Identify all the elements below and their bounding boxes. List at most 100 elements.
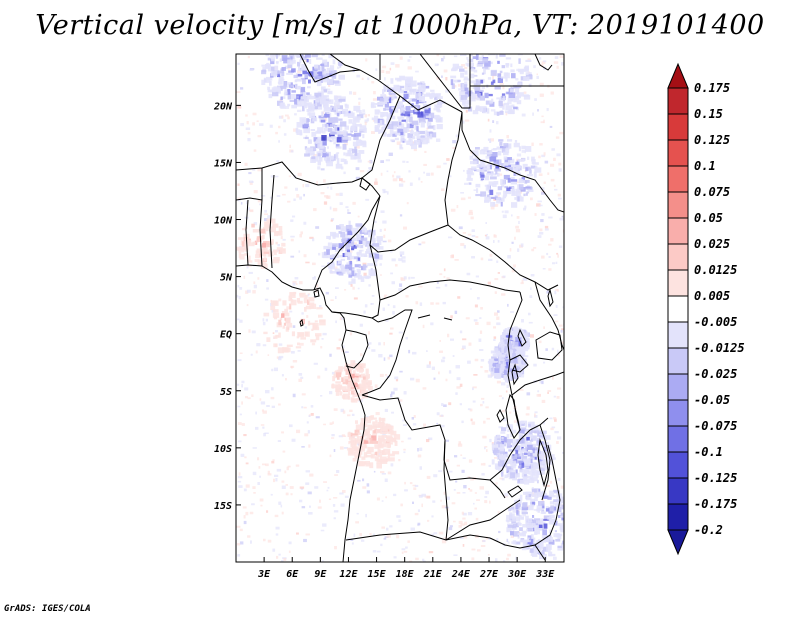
colorbar-segment — [667, 87, 689, 115]
colorbar-segment — [667, 451, 689, 479]
border-mozambique — [534, 444, 561, 561]
colorbar-segment — [667, 503, 689, 531]
lon-tick-label: 3E — [257, 569, 271, 580]
lat-tick-label: 20N — [213, 101, 233, 112]
plot-frame — [235, 53, 565, 563]
colorbar-label: 0.0125 — [694, 263, 737, 277]
lon-tick-label: 18E — [396, 569, 415, 580]
lon-tick-label: 24E — [451, 569, 471, 580]
lat-tick-label: 5S — [220, 387, 232, 398]
colorbar-label: 0.15 — [694, 107, 723, 121]
vertical-velocity-field — [236, 54, 564, 562]
border-ghana — [245, 199, 249, 266]
border-mali-niger — [299, 54, 463, 113]
colorbar-label: 0.125 — [694, 133, 730, 147]
lake-victoria — [535, 331, 563, 361]
lake-kivu — [511, 363, 519, 386]
border-zambia-east — [489, 429, 531, 481]
colorbar-segment — [667, 373, 689, 401]
border-gabon-congo — [345, 329, 369, 369]
lat-tick-label: 15N — [214, 158, 233, 169]
border-zimbabwe — [489, 519, 557, 549]
border-benin-togo — [259, 168, 275, 269]
colorbar-segment — [667, 477, 689, 505]
border-car-drc — [379, 279, 521, 301]
colorbar-segment — [667, 113, 689, 141]
lon-tick-label: 27E — [479, 569, 499, 580]
island-sao-tome — [299, 318, 304, 327]
border-nigeria-cameroon — [313, 195, 381, 291]
lat-tick-label: 15S — [214, 501, 232, 512]
colorbar-segment — [667, 165, 689, 193]
border-malawi — [539, 424, 551, 501]
colorbar-segment — [667, 347, 689, 375]
island-bioko — [313, 289, 320, 298]
border-rwanda — [509, 354, 529, 373]
border-chad-car — [369, 195, 449, 253]
lake-albert — [517, 328, 527, 347]
lake-chad — [359, 177, 371, 191]
border-libya — [379, 54, 471, 109]
colorbar-segment — [667, 217, 689, 245]
border-chad-sudan — [444, 111, 559, 291]
lon-tick-label: 15E — [368, 569, 387, 580]
colorbar-label: -0.005 — [694, 315, 737, 329]
colorbar-segment — [667, 139, 689, 167]
colorbar-label: 0.005 — [694, 289, 730, 303]
colorbar-segment — [667, 295, 689, 323]
border-niger-chad — [361, 95, 401, 179]
colorbar-label: 0.025 — [694, 237, 730, 251]
colorbar-segment — [667, 269, 689, 297]
red-sea-coast — [534, 54, 553, 71]
lat-tick-label: EQ — [220, 330, 232, 341]
longitude-axis: 3E 6E 9E 12E 15E 18E 21E 24E 27E 30E 33E — [257, 557, 555, 580]
border-algeria-north — [329, 54, 361, 71]
colorbar-label: 0.1 — [694, 159, 716, 173]
border-sudan-east — [461, 112, 564, 213]
lon-tick-label: 9E — [314, 569, 327, 580]
border-namibia — [345, 531, 491, 541]
lake-malawi — [537, 438, 549, 487]
border-uganda — [534, 281, 564, 351]
colorbar-label: -0.175 — [694, 497, 737, 511]
colorbar-segment — [667, 243, 689, 271]
lon-tick-label: 6E — [286, 569, 299, 580]
lat-tick-label: 5N — [220, 273, 233, 284]
grads-credit: GrADS: IGES/COLA — [4, 604, 91, 614]
colorbar-label: -0.075 — [694, 419, 737, 433]
country-borders — [236, 54, 564, 562]
border-zambia-south — [445, 499, 521, 541]
colorbar-label: 0.175 — [694, 81, 730, 95]
colorbar-label: -0.2 — [694, 523, 723, 537]
lon-tick-label: 21E — [423, 569, 443, 580]
lon-tick-label: 33E — [535, 569, 555, 580]
lon-tick-label: 30E — [507, 569, 527, 580]
lake-kariba — [507, 485, 523, 498]
border-burkina — [236, 197, 263, 201]
colorbar-segment — [667, 425, 689, 453]
colorbar-label: -0.0125 — [694, 341, 745, 355]
colorbar-segment — [667, 191, 689, 219]
lake-mweru — [496, 408, 505, 423]
colorbar-segment — [667, 321, 689, 349]
border-congo-drc — [361, 309, 413, 396]
colorbar-bottom-arrow — [667, 529, 689, 556]
colorbar: 0.175 0.15 0.125 0.1 0.075 0.05 0.025 0.0125 0.0… — [667, 62, 745, 556]
lon-tick-label: 12E — [339, 569, 358, 580]
colorbar-label: -0.05 — [694, 393, 730, 407]
border-cameroon-gabon — [331, 311, 379, 323]
colorbar-segment — [667, 399, 689, 427]
colorbar-label: -0.025 — [694, 367, 737, 381]
colorbar-top-arrow — [667, 62, 689, 89]
lat-tick-label: 10S — [214, 444, 232, 455]
colorbar-label: 0.075 — [694, 185, 730, 199]
colorbar-label: -0.1 — [694, 445, 723, 459]
latitude-axis: 20N 15N 10N 5N EQ 5S 10S 15S — [213, 101, 241, 512]
lake-tanganyika — [505, 393, 521, 439]
lakes-central-1 — [417, 314, 453, 321]
lat-tick-label: 10N — [214, 216, 233, 227]
lake-turkana — [547, 288, 554, 308]
map-title: Vertical velocity [m/s] at 1000hPa, VT: … — [35, 10, 765, 41]
colorbar-label: 0.05 — [694, 211, 723, 225]
